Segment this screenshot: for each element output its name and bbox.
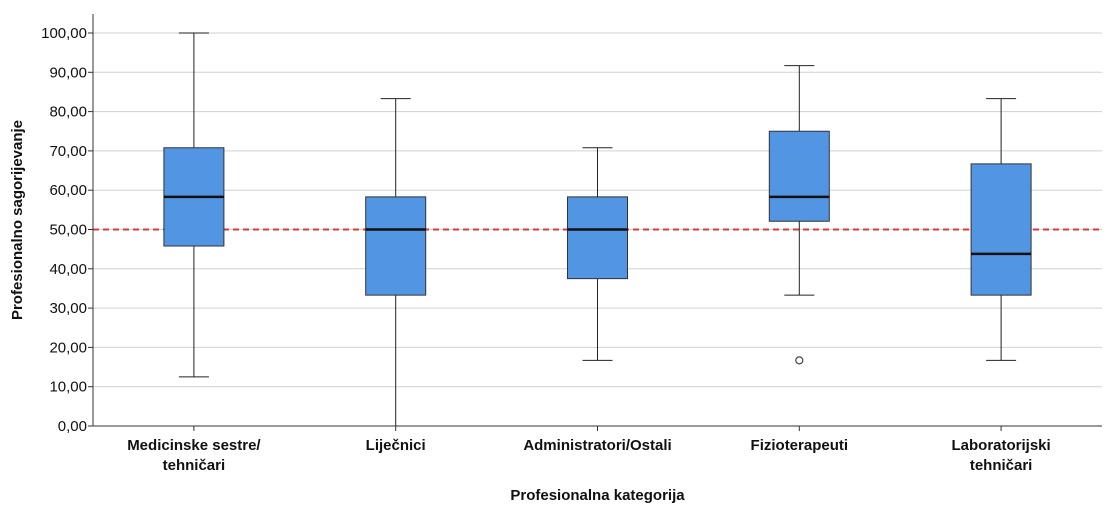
x-category-label: Medicinske sestre/tehničari	[127, 437, 261, 474]
x-axis-categories: Medicinske sestre/tehničari Liječnici Admi…	[127, 426, 1051, 474]
box-iqr	[768, 130, 830, 222]
x-category-label-line: tehničari	[970, 457, 1033, 474]
y-axis-title: Profesionalno sagorijevanje	[9, 120, 26, 320]
box-iqr	[567, 196, 628, 280]
box-group	[768, 65, 830, 365]
y-tick-label: 60,00	[49, 182, 87, 199]
box-group	[567, 147, 628, 361]
x-axis-title: Profesionalna kategorija	[510, 487, 685, 504]
box-group	[365, 98, 427, 427]
x-category-label-line: Fizioterapeuti	[751, 437, 849, 454]
x-category-label: Liječnici	[366, 437, 426, 454]
y-tick-label: 40,00	[49, 261, 87, 278]
x-category-label-line: Administratori/Ostali	[523, 437, 671, 454]
y-tick-label: 10,00	[49, 379, 87, 396]
y-tick-label: 30,00	[49, 300, 87, 317]
x-category-label-line: Laboratorijski	[951, 437, 1050, 454]
outlier-point	[795, 356, 804, 365]
y-tick-label: 20,00	[49, 339, 87, 356]
x-category-label: Fizioterapeuti	[751, 437, 849, 454]
y-axis-ticks: 0,00 10,00 20,00 30,00 40,00 50,00 60,00 70,00 8…	[41, 25, 93, 435]
x-category-label-line: Medicinske sestre/	[127, 437, 261, 454]
box-iqr	[365, 196, 427, 296]
y-tick-label: 80,00	[49, 104, 87, 121]
box-iqr	[970, 163, 1032, 296]
box-group	[970, 98, 1032, 361]
y-tick-label: 100,00	[41, 25, 87, 42]
y-tick-label: 70,00	[49, 143, 87, 160]
boxes	[163, 32, 1032, 427]
box-group	[163, 32, 225, 378]
x-category-label-line: Liječnici	[366, 437, 426, 454]
x-category-label-line: tehničari	[163, 457, 226, 474]
x-category-label: Administratori/Ostali	[523, 437, 671, 454]
y-tick-label: 90,00	[49, 64, 87, 81]
x-category-label: Laboratorijski tehničari	[951, 437, 1050, 474]
y-tick-label: 50,00	[49, 222, 87, 239]
y-tick-label: 0,00	[58, 418, 87, 435]
